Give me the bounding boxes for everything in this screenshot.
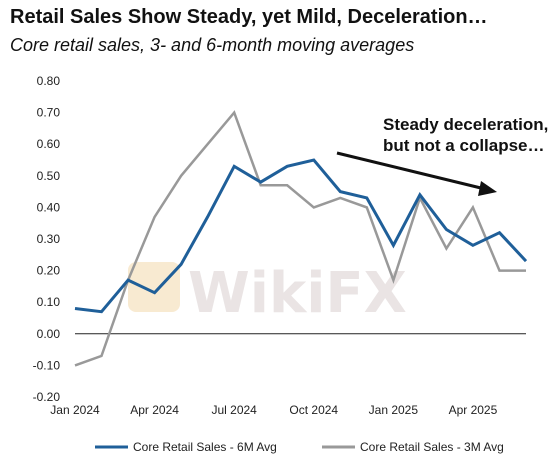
annotation-arrow-head <box>478 181 497 196</box>
watermark-text: WikiFX <box>188 261 407 326</box>
y-tick-label: 0.80 <box>37 74 61 88</box>
chart-subtitle: Core retail sales, 3- and 6-month moving… <box>10 35 415 55</box>
y-tick-label: 0.30 <box>37 232 61 246</box>
x-tick-label: Jan 2024 <box>50 403 100 417</box>
annotation-arrow-shaft <box>336 151 486 191</box>
series-line-3m <box>74 110 526 367</box>
y-tick-label: 0.70 <box>37 106 61 120</box>
x-tick-label: Jul 2024 <box>211 403 257 417</box>
x-tick-label: Apr 2025 <box>449 403 498 417</box>
x-tick-label: Apr 2024 <box>130 403 179 417</box>
annotation-text: Steady deceleration, <box>383 115 548 134</box>
watermark-logo <box>128 262 180 312</box>
x-tick-label: Jan 2025 <box>369 403 419 417</box>
chart-title: Retail Sales Show Steady, yet Mild, Dece… <box>10 6 488 28</box>
y-tick-label: 0.10 <box>37 295 61 309</box>
x-tick-label: Oct 2024 <box>289 403 338 417</box>
legend-label: Core Retail Sales - 3M Avg <box>360 440 504 454</box>
legend-label: Core Retail Sales - 6M Avg <box>133 440 277 454</box>
y-tick-label: 0.00 <box>37 327 61 341</box>
annotation-text: but not a collapse… <box>383 136 545 155</box>
y-tick-label: 0.60 <box>37 137 61 151</box>
y-tick-label: 0.20 <box>37 264 61 278</box>
series-line-6m <box>74 158 528 314</box>
y-tick-label: 0.50 <box>37 169 61 183</box>
y-tick-label: -0.20 <box>33 390 61 404</box>
y-tick-label: 0.40 <box>37 200 61 214</box>
y-tick-label: -0.10 <box>33 358 61 372</box>
